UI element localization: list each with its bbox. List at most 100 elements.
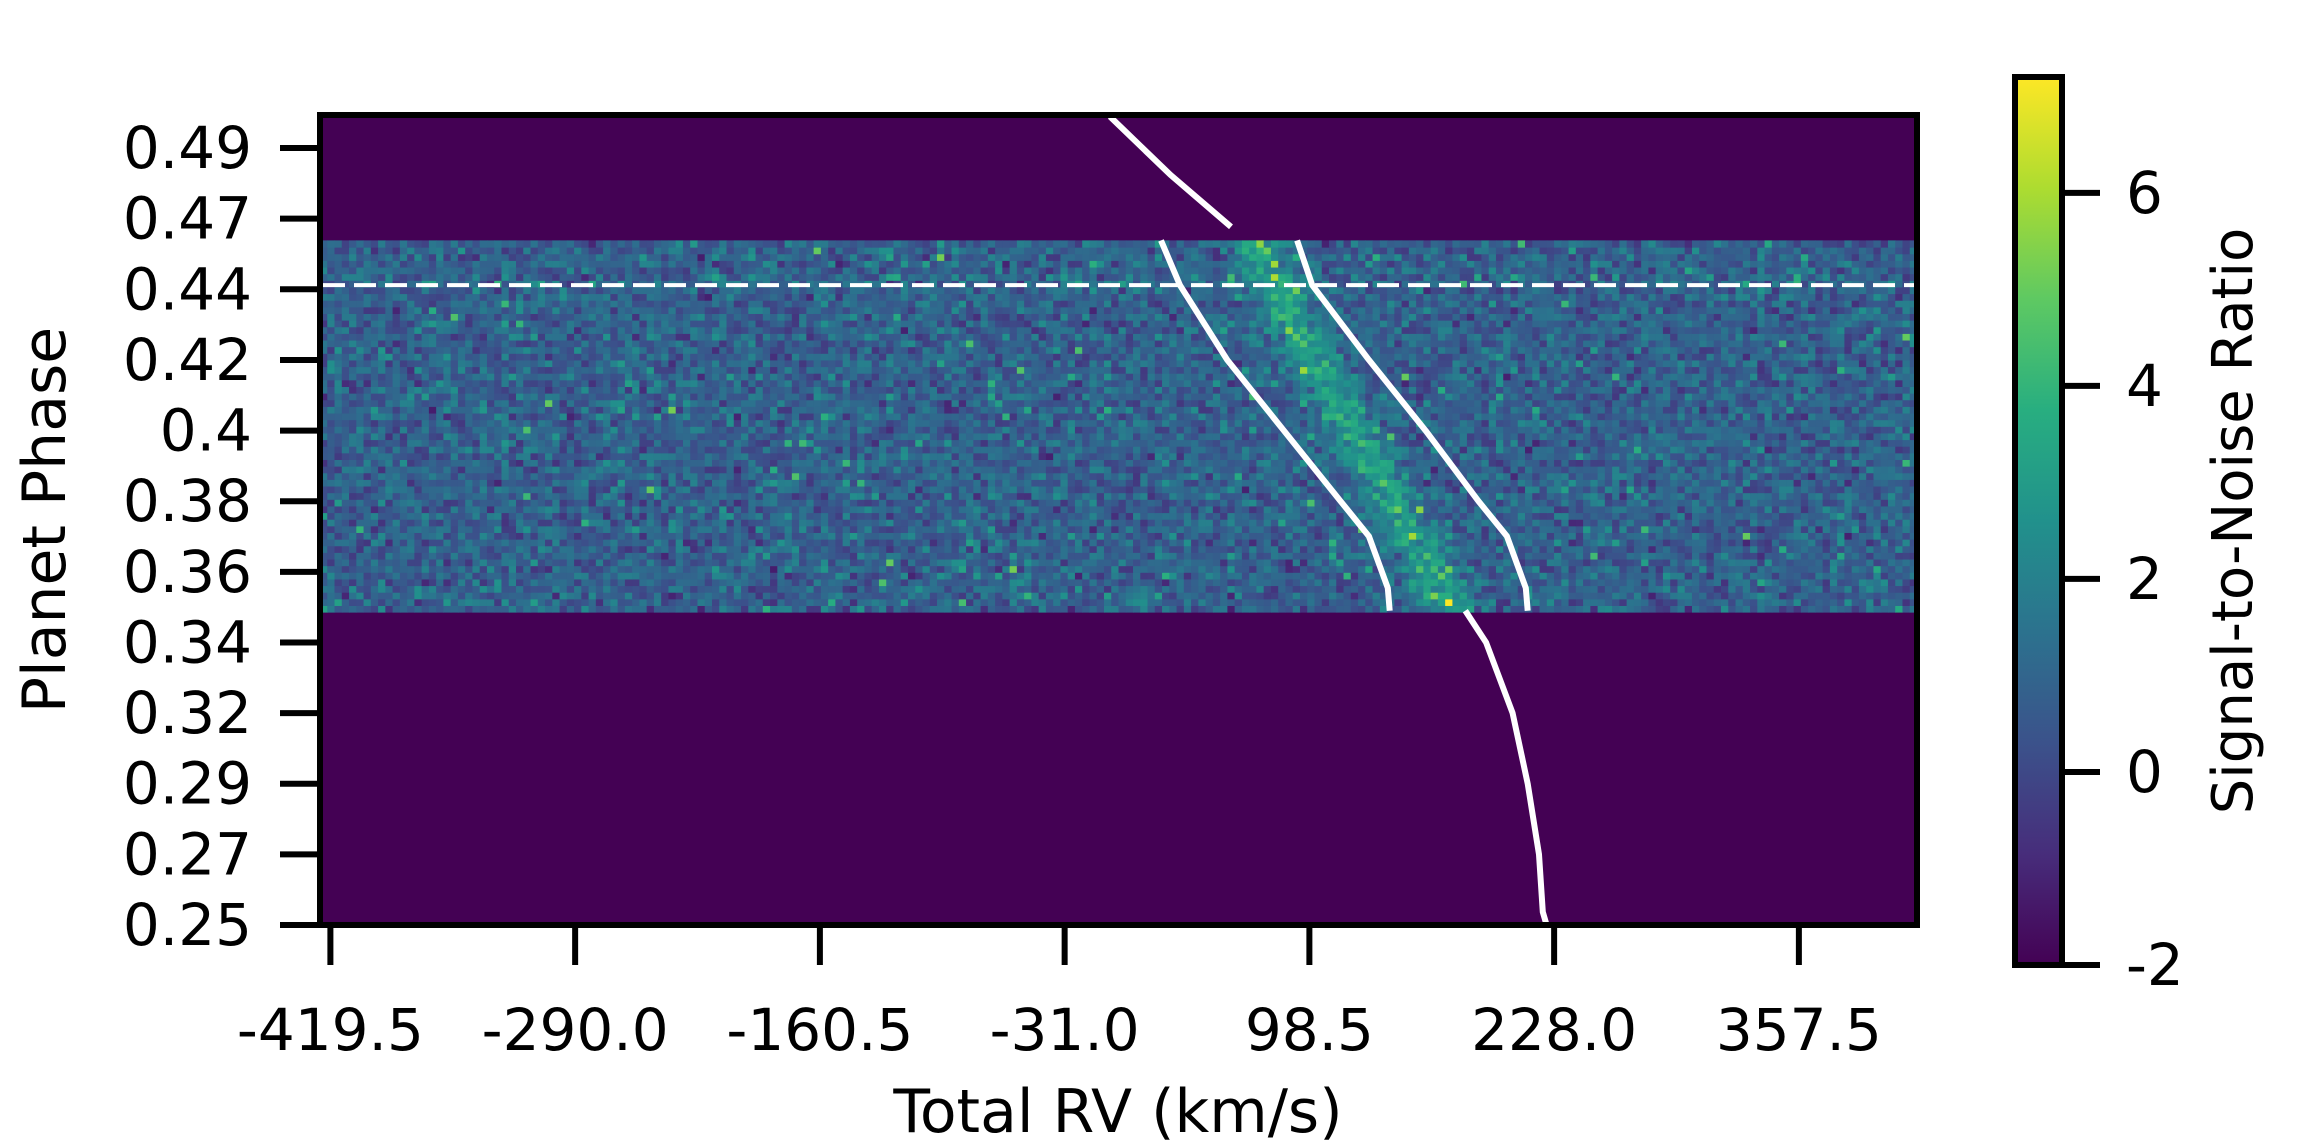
heatmap-cell: [1329, 552, 1337, 560]
heatmap-cell: [1350, 492, 1359, 500]
heatmap-cell: [828, 545, 836, 553]
heatmap-cell: [1837, 479, 1846, 487]
heatmap-cell: [893, 472, 902, 480]
heatmap-cell: [1662, 466, 1671, 474]
heatmap-cell: [1619, 572, 1628, 580]
heatmap-cell: [632, 592, 640, 600]
heatmap-cell: [770, 558, 778, 567]
heatmap-cell: [937, 578, 945, 587]
heatmap-cell: [1546, 545, 1555, 553]
heatmap-cell: [1750, 466, 1758, 474]
heatmap-cell: [1169, 485, 1178, 494]
heatmap-cell: [1002, 598, 1011, 606]
heatmap-cell: [1299, 598, 1308, 606]
heatmap-cell: [1379, 519, 1388, 527]
heatmap-cell: [1662, 532, 1671, 540]
heatmap-cell: [1169, 585, 1178, 593]
heatmap-cell: [1844, 485, 1853, 494]
heatmap-cell: [1728, 598, 1737, 606]
heatmap-cell: [1619, 578, 1628, 587]
heatmap-cell: [791, 552, 800, 560]
heatmap-cell: [1525, 499, 1533, 507]
heatmap-cell: [828, 525, 836, 533]
heatmap-cell: [349, 492, 357, 500]
heatmap-cell: [545, 578, 553, 587]
heatmap-cell: [1793, 499, 1802, 507]
heatmap-cell: [1503, 466, 1512, 474]
heatmap-cell: [1234, 565, 1243, 573]
heatmap-cell: [1423, 519, 1432, 527]
heatmap-cell: [748, 499, 757, 507]
heatmap-cell: [697, 505, 706, 514]
heatmap-cell: [1292, 492, 1301, 500]
heatmap-cell: [1227, 472, 1236, 480]
heatmap-cell: [1590, 492, 1599, 500]
heatmap-cell: [1706, 512, 1715, 520]
heatmap-cell: [1220, 578, 1228, 587]
heatmap-cell: [1133, 605, 1141, 613]
heatmap-cell: [1800, 479, 1809, 487]
heatmap-cell: [1750, 519, 1758, 527]
heatmap-cell: [1024, 545, 1032, 553]
heatmap-cell: [929, 492, 938, 500]
heatmap-cell: [1619, 519, 1628, 527]
heatmap-cell: [617, 585, 626, 593]
heatmap-cell: [1103, 512, 1112, 520]
heatmap-cell: [922, 572, 931, 580]
heatmap-cell: [1387, 525, 1395, 533]
heatmap-cell: [1278, 459, 1287, 467]
heatmap-cell: [1568, 466, 1577, 474]
heatmap-cell: [334, 532, 343, 540]
heatmap-cell: [486, 505, 495, 514]
heatmap-cell: [980, 479, 989, 487]
heatmap-cell: [929, 519, 938, 527]
heatmap-cell: [1002, 572, 1011, 580]
heatmap-cell: [624, 545, 633, 553]
heatmap-cell: [1793, 505, 1802, 514]
heatmap-cell: [922, 525, 931, 533]
heatmap-cell: [1249, 519, 1258, 527]
heatmap-cell: [1808, 598, 1816, 606]
heatmap-cell: [1299, 459, 1308, 467]
heatmap-cell: [1103, 565, 1112, 573]
heatmap-cell: [864, 539, 873, 547]
heatmap-cell: [966, 505, 974, 514]
heatmap-cell: [588, 598, 597, 606]
heatmap-cell: [1234, 578, 1243, 587]
heatmap-cell: [1626, 565, 1635, 573]
heatmap-cell: [1336, 525, 1345, 533]
heatmap-cell: [871, 578, 880, 587]
heatmap-cell: [1358, 472, 1366, 480]
heatmap-cell: [980, 472, 989, 480]
heatmap-cell: [1474, 525, 1483, 533]
heatmap-cell: [726, 472, 735, 480]
heatmap-cell: [1575, 578, 1584, 587]
heatmap-cell: [1430, 492, 1439, 500]
heatmap-cell: [1539, 525, 1548, 533]
heatmap-cell: [320, 512, 328, 520]
heatmap-cell: [784, 605, 793, 613]
heatmap-cell: [588, 485, 597, 494]
heatmap-cell: [1503, 585, 1512, 593]
heatmap-cell: [733, 479, 742, 487]
heatmap-cell: [1074, 512, 1083, 520]
heatmap-cell: [1561, 585, 1570, 593]
heatmap-cell: [995, 492, 1003, 500]
heatmap-cell: [603, 572, 611, 580]
heatmap-cell: [1488, 605, 1497, 613]
heatmap-cell: [1554, 572, 1562, 580]
heatmap-cell: [1067, 485, 1076, 494]
heatmap-cell: [501, 519, 510, 527]
heatmap-cell: [980, 552, 989, 560]
heatmap-cell: [1655, 558, 1664, 567]
heatmap-cell: [1096, 598, 1105, 606]
heatmap-cell: [1510, 578, 1519, 587]
heatmap-cell: [849, 519, 858, 527]
heatmap-cell: [1662, 585, 1671, 593]
heatmap-cell: [1169, 558, 1178, 567]
heatmap-cell: [1169, 525, 1178, 533]
heatmap-cell: [1706, 519, 1715, 527]
heatmap-cell: [436, 585, 445, 593]
heatmap-cell: [980, 592, 989, 600]
heatmap-cell: [1822, 485, 1831, 494]
